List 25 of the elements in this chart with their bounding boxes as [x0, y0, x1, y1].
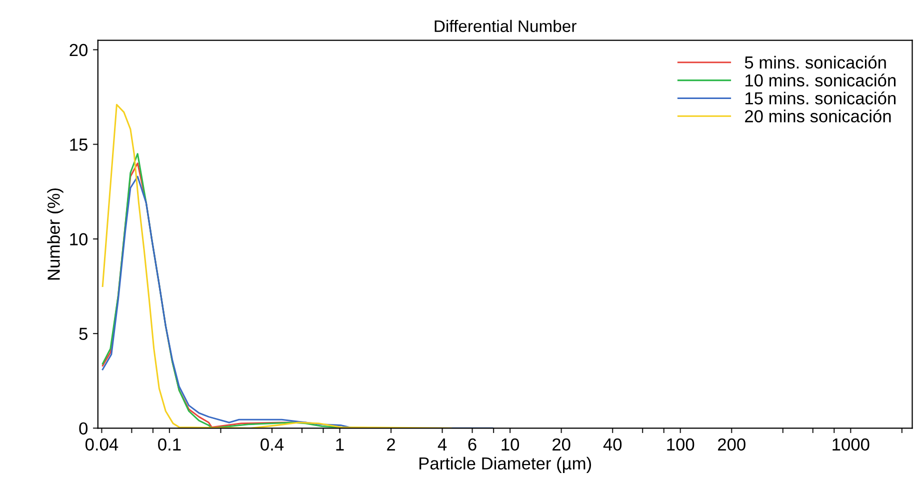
legend-label: 5 mins. sonicación	[744, 56, 886, 69]
y-tick-label: 15	[70, 138, 88, 151]
chart-title: Differential Number	[434, 20, 576, 32]
x-tick-label: 200	[718, 438, 746, 451]
legend-label: 20 mins sonicación	[745, 109, 891, 122]
x-tick-label: 10	[502, 438, 520, 451]
y-axis-title: Number (%)	[47, 188, 64, 280]
y-tick-label: 20	[70, 44, 88, 56]
y-tick-label: 5	[79, 328, 88, 340]
x-tick-label: 40	[603, 438, 622, 451]
x-tick-label: 6	[468, 438, 476, 451]
x-tick-label: 100	[667, 438, 694, 451]
legend-label: 15 mins. sonicación	[745, 92, 896, 104]
x-tick-label: 4	[438, 438, 447, 450]
legend-label: 10 mins. sonicación	[745, 74, 896, 87]
x-tick-label: 0.1	[158, 438, 181, 451]
y-tick-label: 0	[79, 422, 88, 435]
x-tick-label: 1	[336, 438, 344, 450]
x-axis-title: Particle Diameter (µm)	[420, 456, 591, 474]
x-tick-label: 0.04	[85, 438, 118, 451]
x-tick-label: 2	[387, 438, 395, 450]
x-tick-label: 20	[552, 438, 570, 451]
x-tick-label: 1000	[832, 438, 870, 451]
y-tick-label: 10	[70, 233, 88, 246]
x-tick-label: 0.4	[260, 438, 284, 451]
